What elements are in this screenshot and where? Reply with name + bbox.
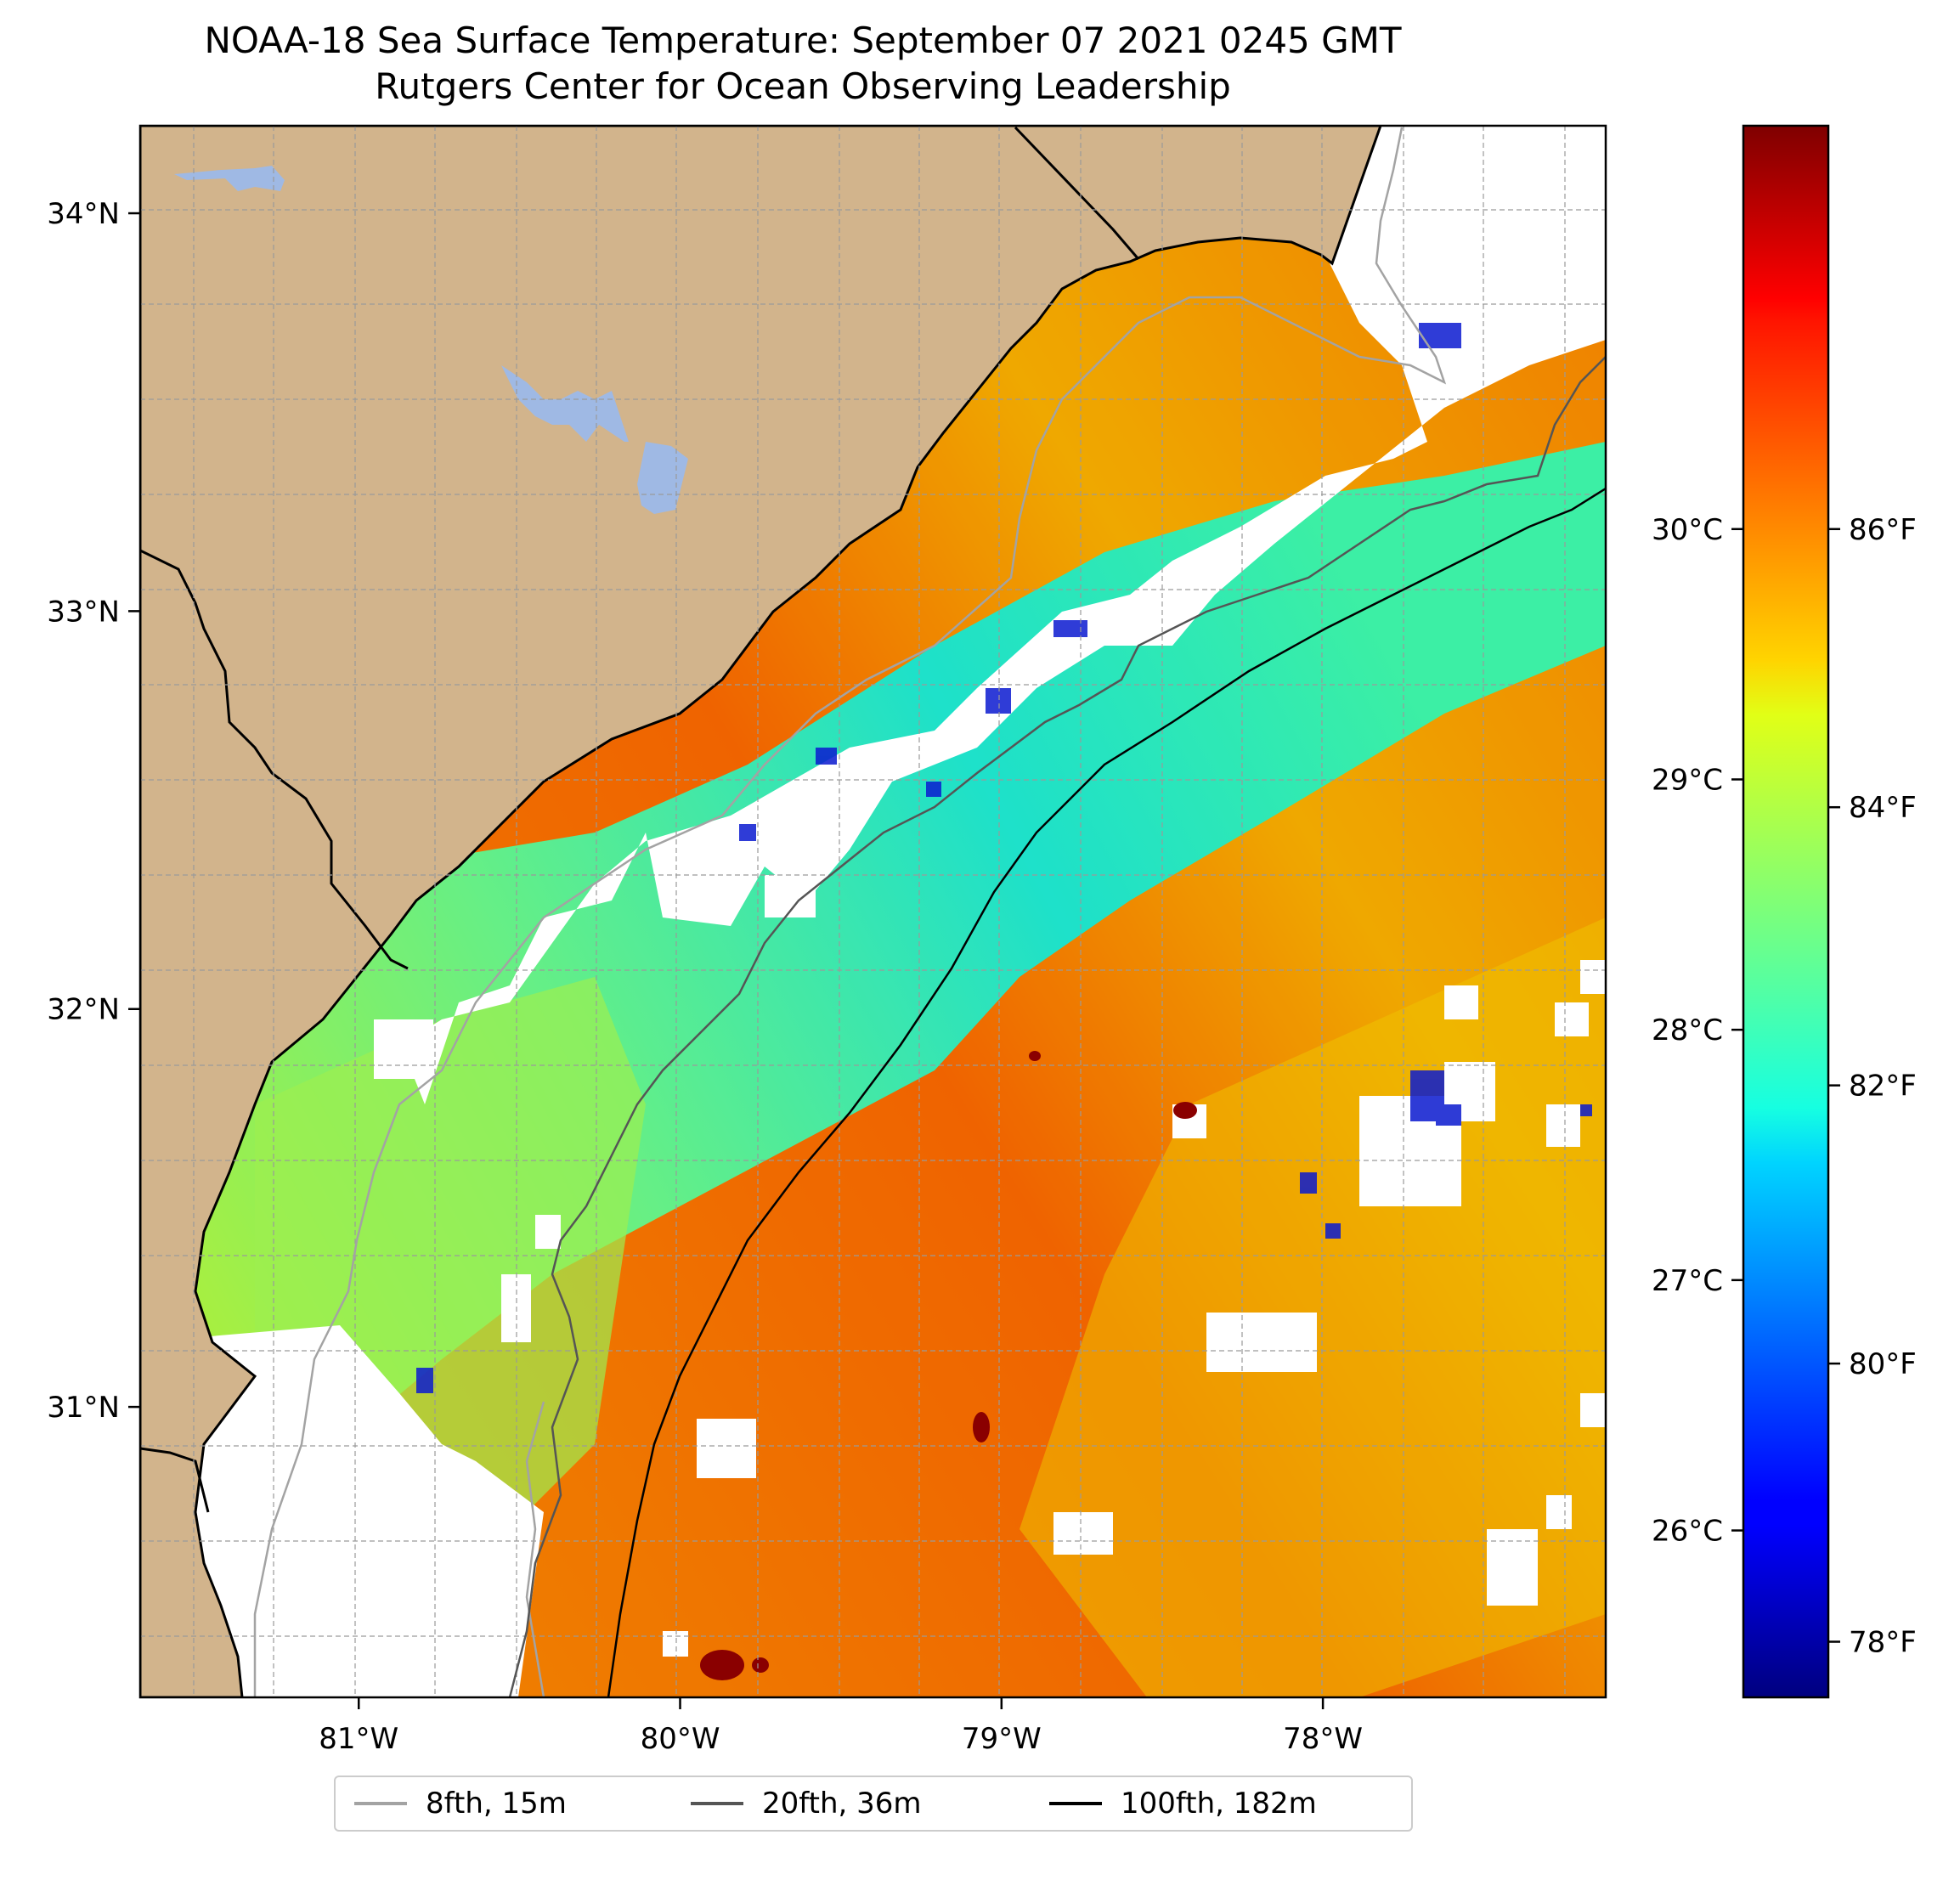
legend-swatch-8fth bbox=[354, 1802, 407, 1805]
sst-cold-speckles bbox=[416, 323, 1592, 1393]
state-border-south bbox=[140, 1447, 210, 1513]
fahrenheit-tick-label: 78°F bbox=[1849, 1626, 1917, 1660]
legend-swatch-100fth bbox=[1049, 1802, 1102, 1805]
celsius-tick-label: 28°C bbox=[1652, 1013, 1723, 1047]
no-data-coastal-cloud bbox=[140, 126, 1606, 1697]
longitude-tick-label: 81°W bbox=[319, 1722, 398, 1756]
isobath-legend: 8fth, 15m 20fth, 36m 100fth, 182m bbox=[334, 1776, 1413, 1832]
isobath-20fth-36m bbox=[508, 356, 1606, 1697]
isobath-100fth-182m bbox=[607, 487, 1606, 1697]
fahrenheit-tick-label: 80°F bbox=[1849, 1347, 1917, 1381]
latitude-axis: 34°N 33°N 32°N 31°N bbox=[47, 197, 140, 1425]
legend-item-100fth: 100fth, 182m bbox=[1049, 1777, 1317, 1830]
legend-item-8fth: 8fth, 15m bbox=[354, 1777, 567, 1830]
map-plot-area bbox=[140, 126, 1606, 1697]
colorbar bbox=[1742, 124, 1830, 1699]
map-title-line-1: NOAA-18 Sea Surface Temperature: Septemb… bbox=[204, 20, 1402, 61]
state-border-line bbox=[140, 126, 1140, 970]
inland-lakes bbox=[174, 166, 688, 514]
legend-label-8fth: 8fth, 15m bbox=[426, 1787, 567, 1821]
celsius-tick-label: 30°C bbox=[1652, 513, 1723, 547]
celsius-tick-label: 29°C bbox=[1652, 763, 1723, 797]
fahrenheit-tick-label: 84°F bbox=[1849, 791, 1917, 825]
fahrenheit-tick-label: 86°F bbox=[1849, 513, 1917, 547]
celsius-tick-label: 26°C bbox=[1652, 1515, 1723, 1549]
longitude-tick-label: 79°W bbox=[962, 1722, 1042, 1756]
colorbar-celsius-ticks: 30°C 29°C 28°C 27°C 26°C bbox=[1652, 513, 1743, 1549]
latitude-tick-label: 33°N bbox=[47, 595, 120, 629]
legend-label-100fth: 100fth, 182m bbox=[1121, 1787, 1317, 1821]
celsius-tick-label: 27°C bbox=[1652, 1264, 1723, 1298]
legend-swatch-20fth bbox=[691, 1802, 743, 1805]
legend-label-20fth: 20fth, 36m bbox=[762, 1787, 922, 1821]
map-frame bbox=[138, 124, 1607, 1699]
longitude-tick-label: 78°W bbox=[1283, 1722, 1363, 1756]
latitude-tick-label: 34°N bbox=[47, 197, 120, 231]
longitude-tick-label: 80°W bbox=[641, 1722, 720, 1756]
isobath-8fth-15m bbox=[253, 127, 1447, 1697]
latitude-tick-label: 32°N bbox=[47, 993, 120, 1027]
map-title-line-2: Rutgers Center for Ocean Observing Leade… bbox=[375, 65, 1231, 107]
legend-item-20fth: 20fth, 36m bbox=[691, 1777, 922, 1830]
longitude-axis: 81°W 80°W 79°W 78°W bbox=[319, 1697, 1363, 1756]
colorbar-fahrenheit-ticks: 86°F 84°F 82°F 80°F 78°F bbox=[1828, 513, 1917, 1660]
latitude-tick-label: 31°N bbox=[47, 1391, 120, 1425]
land-mass bbox=[140, 126, 1382, 1697]
sst-hot-spots bbox=[700, 1051, 1197, 1680]
fahrenheit-tick-label: 82°F bbox=[1849, 1070, 1917, 1104]
graticule bbox=[140, 126, 1606, 1697]
